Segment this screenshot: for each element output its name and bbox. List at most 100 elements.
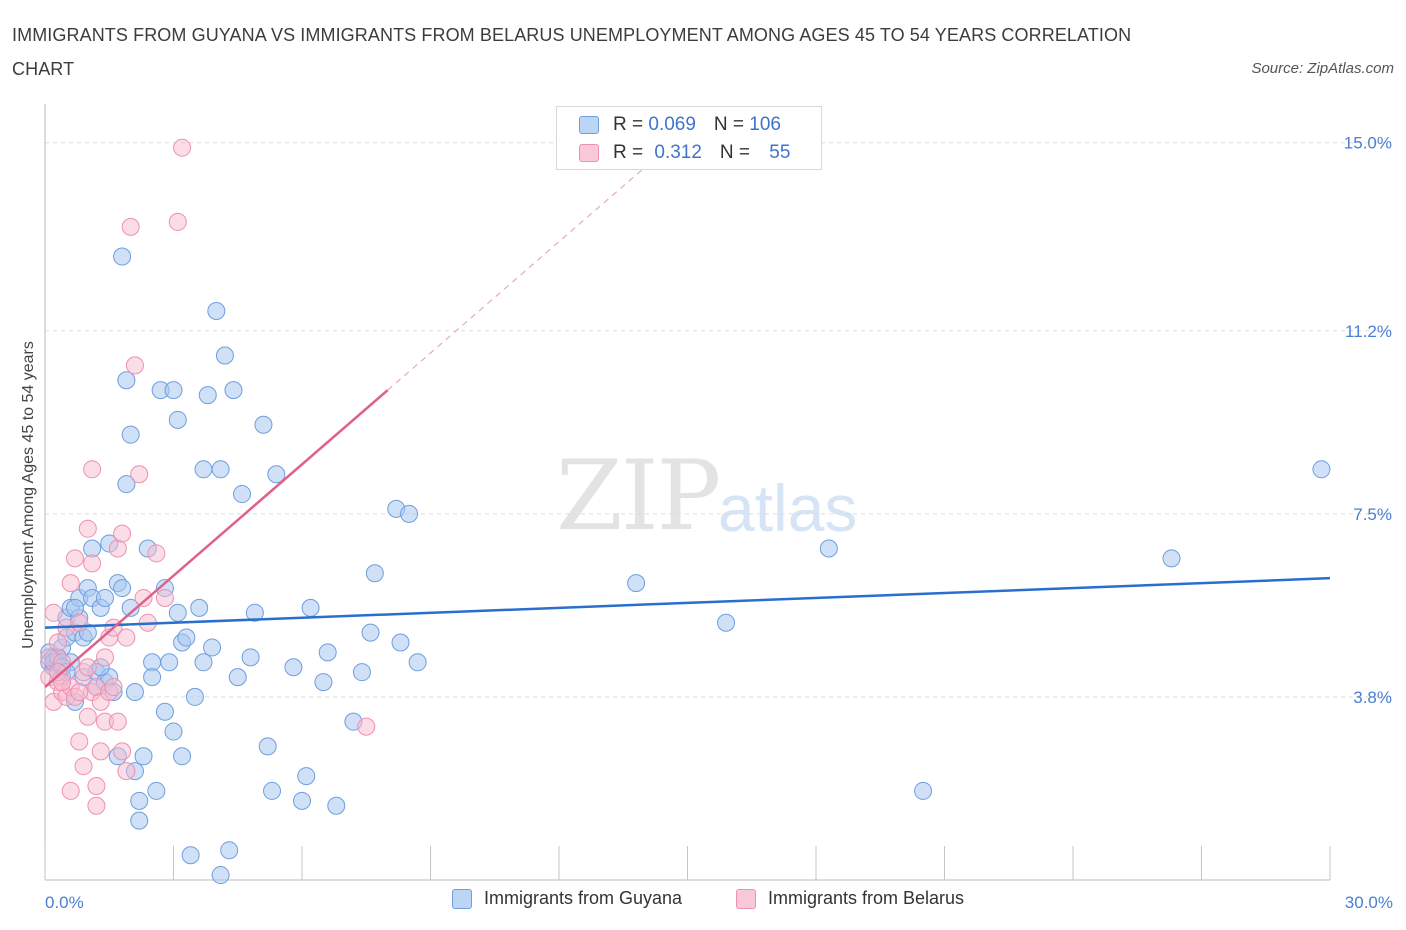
legend-swatch-guyana — [579, 116, 599, 134]
data-point-guyana — [121, 598, 140, 617]
bottom-swatch-guyana — [452, 888, 472, 909]
x-tick-label: 30.0% — [1345, 893, 1393, 912]
y-tick-label: 11.2% — [1345, 322, 1392, 341]
data-point-guyana — [164, 722, 183, 741]
data-point-belarus — [108, 539, 127, 558]
grid-lines — [45, 142, 1390, 698]
data-point-belarus — [134, 588, 153, 607]
data-point-guyana — [400, 504, 419, 523]
data-point-guyana — [263, 781, 282, 800]
data-point-belarus — [91, 742, 110, 761]
data-point-guyana — [113, 247, 132, 266]
data-point-belarus — [87, 796, 106, 815]
data-point-belarus — [113, 742, 132, 761]
data-point-belarus — [78, 658, 97, 677]
data-point-belarus — [357, 717, 376, 736]
data-point-guyana — [233, 485, 252, 504]
data-point-guyana — [113, 579, 132, 598]
data-point-guyana — [819, 539, 838, 558]
data-point-belarus — [83, 554, 102, 573]
data-point-guyana — [220, 841, 239, 860]
data-point-belarus — [147, 544, 166, 563]
watermark-atlas: atlas — [718, 471, 858, 545]
data-point-belarus — [121, 217, 140, 236]
data-point-guyana — [1162, 549, 1181, 568]
data-point-guyana — [327, 796, 346, 815]
data-point-guyana — [117, 475, 136, 494]
data-point-guyana — [297, 767, 316, 786]
data-point-guyana — [160, 653, 179, 672]
legend-r-value: 0.069 — [648, 114, 696, 135]
data-point-guyana — [168, 410, 187, 429]
data-point-guyana — [203, 638, 222, 657]
data-point-belarus — [117, 628, 136, 647]
trend-lines — [44, 167, 1331, 688]
data-point-guyana — [627, 574, 646, 593]
legend-n-label: N = — [713, 114, 750, 135]
legend-row-guyana: R = 0.069 N = 106 — [579, 112, 781, 138]
trend-line-guyana — [44, 576, 1331, 629]
data-point-guyana — [224, 381, 243, 400]
data-point-guyana — [177, 628, 196, 647]
bottom-legend-label: Immigrants from Belarus — [768, 888, 965, 908]
data-point-belarus — [173, 138, 192, 157]
data-point-belarus — [48, 633, 67, 652]
data-point-belarus — [130, 465, 149, 484]
data-point-guyana — [125, 682, 144, 701]
correlation-legend: R = 0.069 N = 106 R = 0.312 N = 55 — [556, 106, 822, 170]
data-point-guyana — [117, 371, 136, 390]
y-tick-label: 7.5% — [1353, 505, 1392, 524]
data-point-guyana — [181, 846, 200, 865]
data-point-guyana — [408, 653, 427, 672]
data-point-guyana — [228, 668, 247, 687]
legend-n-value: 55 — [769, 142, 791, 163]
data-point-guyana — [168, 603, 187, 622]
data-point-guyana — [314, 673, 333, 692]
data-point-belarus — [70, 682, 89, 701]
data-point-belarus — [44, 603, 63, 622]
trend-line-belarus — [44, 389, 389, 688]
data-point-belarus — [155, 588, 174, 607]
data-point-belarus — [87, 776, 106, 795]
tick-labels: 15.0% 11.2% 7.5% 3.8% 0.0% 30.0% — [45, 134, 1393, 912]
x-tick-label: 0.0% — [45, 893, 84, 912]
data-point-guyana — [198, 386, 217, 405]
data-point-guyana — [147, 781, 166, 800]
chart-title: IMMIGRANTS FROM GUYANA VS IMMIGRANTS FRO… — [12, 25, 1132, 79]
data-point-guyana — [717, 613, 736, 632]
data-point-guyana — [173, 747, 192, 766]
data-point-guyana — [318, 643, 337, 662]
data-point-guyana — [361, 623, 380, 642]
data-point-belarus — [65, 549, 84, 568]
data-point-belarus — [61, 574, 80, 593]
series-belarus-points — [40, 138, 376, 815]
data-point-guyana — [245, 603, 264, 622]
legend-n-value: 106 — [749, 114, 781, 135]
legend-r-label: R = — [613, 142, 649, 163]
data-point-guyana — [130, 791, 149, 810]
data-point-guyana — [130, 811, 149, 830]
data-point-belarus — [61, 781, 80, 800]
data-point-guyana — [207, 301, 226, 320]
trend-extension-belarus — [387, 167, 646, 391]
bottom-legend-label: Immigrants from Guyana — [484, 888, 683, 908]
legend-r-label: R = — [613, 114, 649, 135]
data-point-guyana — [365, 564, 384, 583]
data-point-guyana — [190, 598, 209, 617]
data-point-belarus — [113, 524, 132, 543]
data-point-belarus — [104, 678, 123, 697]
data-point-guyana — [134, 747, 153, 766]
series-guyana-points — [40, 247, 1331, 885]
data-point-belarus — [70, 732, 89, 751]
bottom-legend-guyana: Immigrants from Guyana — [452, 888, 682, 909]
data-point-belarus — [117, 762, 136, 781]
y-tick-label: 15.0% — [1344, 134, 1392, 153]
y-axis-label: Unemployment Among Ages 45 to 54 years — [20, 341, 37, 649]
data-point-belarus — [70, 613, 89, 632]
data-point-guyana — [155, 702, 174, 721]
data-point-guyana — [65, 598, 84, 617]
data-point-guyana — [293, 791, 311, 810]
data-point-guyana — [258, 737, 277, 756]
legend-row-belarus: R = 0.312 N = 55 — [579, 140, 790, 166]
